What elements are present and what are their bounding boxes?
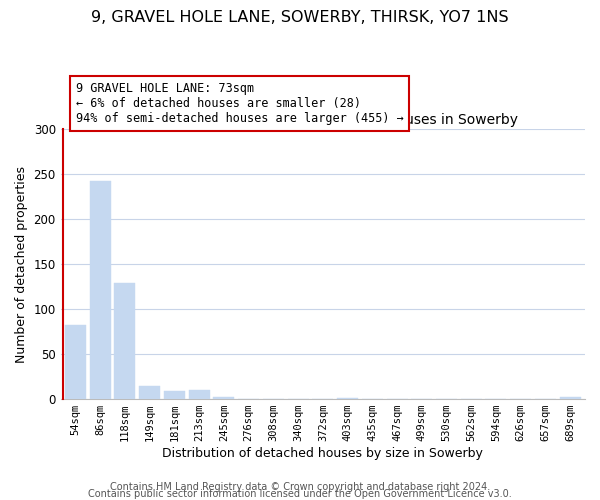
Bar xyxy=(560,398,581,399)
Title: Size of property relative to detached houses in Sowerby: Size of property relative to detached ho… xyxy=(128,113,518,127)
Y-axis label: Number of detached properties: Number of detached properties xyxy=(15,166,28,362)
Bar xyxy=(214,398,235,399)
Bar xyxy=(164,391,185,399)
Text: 9, GRAVEL HOLE LANE, SOWERBY, THIRSK, YO7 1NS: 9, GRAVEL HOLE LANE, SOWERBY, THIRSK, YO… xyxy=(91,10,509,25)
Bar xyxy=(337,398,358,399)
Bar xyxy=(90,180,111,399)
X-axis label: Distribution of detached houses by size in Sowerby: Distribution of detached houses by size … xyxy=(163,447,483,460)
Bar xyxy=(139,386,160,399)
Text: Contains HM Land Registry data © Crown copyright and database right 2024.: Contains HM Land Registry data © Crown c… xyxy=(110,482,490,492)
Bar xyxy=(188,390,209,399)
Bar xyxy=(65,326,86,399)
Text: 9 GRAVEL HOLE LANE: 73sqm
← 6% of detached houses are smaller (28)
94% of semi-d: 9 GRAVEL HOLE LANE: 73sqm ← 6% of detach… xyxy=(76,82,403,125)
Text: Contains public sector information licensed under the Open Government Licence v3: Contains public sector information licen… xyxy=(88,489,512,499)
Bar xyxy=(115,283,136,399)
